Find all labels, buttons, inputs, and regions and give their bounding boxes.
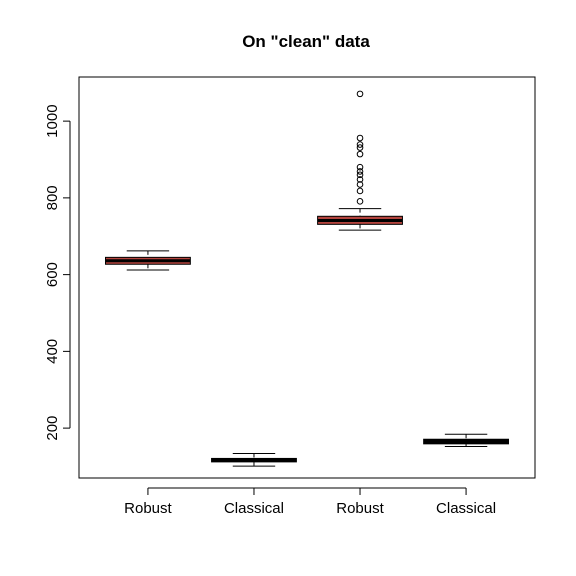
x-tick-label: Classical: [436, 500, 496, 517]
chart-title: On "clean" data: [242, 32, 370, 51]
box-2: [211, 452, 297, 467]
x-axis: Robust Classical Robust Classical: [124, 487, 496, 517]
outlier-point: [356, 134, 364, 142]
plot-frame: [78, 76, 536, 479]
x-tick-label: Robust: [124, 500, 172, 517]
y-tick-label: 800: [44, 185, 61, 210]
outlier-point: [356, 163, 364, 171]
y-tick-label: 400: [44, 339, 61, 364]
outlier-point: [356, 90, 364, 98]
outlier-point: [356, 181, 364, 188]
outlier-point: [356, 150, 364, 158]
outlier-point: [356, 187, 364, 195]
y-axis: 200 400 600 800 1000: [44, 104, 71, 441]
box-4: [423, 433, 509, 448]
outlier-point: [356, 176, 364, 183]
outlier-point: [356, 141, 364, 148]
y-tick-label: 600: [44, 262, 61, 287]
outlier-point: [356, 198, 364, 205]
outlier-point: [356, 168, 364, 175]
y-tick-label: 200: [44, 416, 61, 441]
box-1: [105, 250, 191, 271]
x-tick-label: Robust: [336, 500, 384, 517]
outlier-point: [356, 171, 364, 179]
x-tick-label: Classical: [224, 500, 284, 517]
boxes-group: [105, 90, 509, 467]
outlier-point: [356, 144, 364, 151]
box-3: [317, 90, 403, 231]
y-tick-label: 1000: [44, 104, 61, 137]
